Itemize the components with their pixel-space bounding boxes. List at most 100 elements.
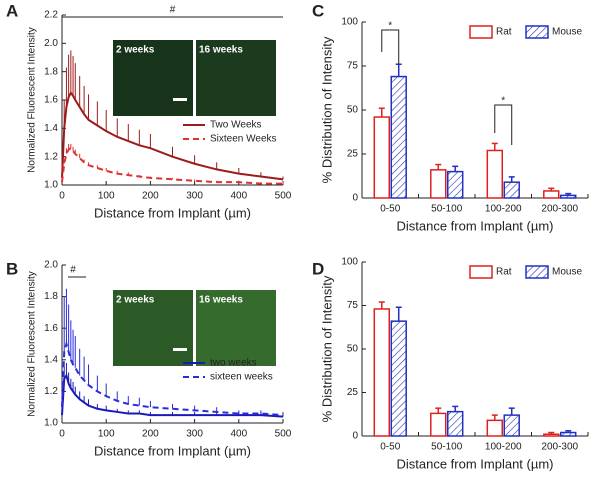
y-tick-label: 1.2 xyxy=(44,151,58,162)
bar xyxy=(390,75,407,199)
y-tick-label: 25 xyxy=(347,149,359,160)
legend-swatch xyxy=(469,25,493,39)
legend-swatch xyxy=(469,265,493,279)
x-tick-label: 100 xyxy=(98,429,115,440)
y-tick-label: 100 xyxy=(341,17,358,28)
x-tick-label: 400 xyxy=(230,191,247,202)
y-tick-label: 1.6 xyxy=(44,323,58,334)
x-tick-label: 0-50 xyxy=(380,204,400,215)
inset-label: 2 weeks xyxy=(116,295,155,306)
line xyxy=(61,340,284,417)
bar xyxy=(373,308,390,437)
x-tick-label: 300 xyxy=(186,191,203,202)
y-tick-label: 75 xyxy=(347,61,359,72)
y-axis-label: Normalized Fluorescent Intensity xyxy=(27,271,38,417)
bar xyxy=(373,116,390,199)
bar xyxy=(560,194,577,199)
y-tick-label: 1.0 xyxy=(44,418,58,429)
x-axis-label: Distance from Implant (µm) xyxy=(94,205,251,220)
legend-label: Sixteen Weeks xyxy=(210,134,277,145)
bar xyxy=(503,414,520,437)
bar xyxy=(390,320,407,437)
y-tick-label: 1.2 xyxy=(44,386,58,397)
y-tick-label: 2.0 xyxy=(44,260,58,271)
y-tick-label: 50 xyxy=(347,344,359,355)
bar xyxy=(503,181,520,199)
bar xyxy=(430,169,447,199)
bar xyxy=(430,412,447,437)
bar xyxy=(447,410,464,437)
legend-swatch xyxy=(525,25,549,39)
x-tick-label: 50-100 xyxy=(431,204,463,215)
x-tick-label: 0 xyxy=(59,191,65,202)
panel-label: D xyxy=(312,259,324,278)
y-tick-label: 0 xyxy=(352,193,358,204)
scale-bar xyxy=(173,98,187,101)
y-tick-label: 100 xyxy=(341,257,358,268)
x-tick-label: 400 xyxy=(230,429,247,440)
legend-label: sixteen weeks xyxy=(210,372,273,383)
y-axis-label: % Distribution of Intensity xyxy=(319,36,334,183)
x-tick-label: 200 xyxy=(142,191,159,202)
y-tick-label: 25 xyxy=(347,387,359,398)
line xyxy=(61,91,284,181)
y-tick-label: 1.4 xyxy=(44,354,58,365)
inset-label: 16 weeks xyxy=(199,45,243,56)
legend-label: Mouse xyxy=(552,27,582,38)
y-tick-label: 1.8 xyxy=(44,291,58,302)
inset-label: 16 weeks xyxy=(199,295,243,306)
y-axis-label: Normalized Fluorescent Intensity xyxy=(27,27,38,173)
legend-swatch xyxy=(525,265,549,279)
x-tick-label: 200-300 xyxy=(541,442,578,453)
y-tick-label: 1.8 xyxy=(44,66,58,77)
micrograph xyxy=(196,40,276,116)
x-tick-label: 500 xyxy=(275,429,292,440)
x-tick-label: 200 xyxy=(142,429,159,440)
bar xyxy=(486,149,503,199)
x-tick-label: 500 xyxy=(275,191,292,202)
legend-label: Mouse xyxy=(552,267,582,278)
significance-bracket xyxy=(381,29,400,64)
inset-label: 2 weeks xyxy=(116,45,155,56)
x-axis-label: Distance from Implant (µm) xyxy=(396,218,553,233)
bar xyxy=(543,190,560,199)
x-tick-label: 0 xyxy=(59,429,65,440)
line xyxy=(61,146,283,185)
scale-bar xyxy=(173,348,187,351)
panel-label: A xyxy=(6,1,18,20)
y-tick-label: 2.2 xyxy=(44,10,58,21)
bar xyxy=(543,433,560,437)
line xyxy=(61,373,284,418)
x-axis-label: Distance from Implant (µm) xyxy=(94,443,251,458)
y-tick-label: 2.0 xyxy=(44,38,58,49)
x-tick-label: 0-50 xyxy=(380,442,400,453)
y-tick-label: 1.6 xyxy=(44,95,58,106)
x-tick-label: 100-200 xyxy=(485,442,522,453)
micrograph xyxy=(196,290,276,366)
y-tick-label: 1.4 xyxy=(44,123,58,134)
panel-label: B xyxy=(6,259,18,278)
x-tick-label: 300 xyxy=(186,429,203,440)
legend-label: two weeks xyxy=(210,358,257,369)
significance-bracket xyxy=(494,104,513,145)
micrograph xyxy=(113,40,193,116)
legend-label: Rat xyxy=(496,267,512,278)
x-tick-label: 100-200 xyxy=(485,204,522,215)
bar xyxy=(486,419,503,437)
x-tick-label: 50-100 xyxy=(431,442,463,453)
annotation: * xyxy=(388,21,392,32)
annotation: # xyxy=(70,265,76,276)
x-tick-label: 200-300 xyxy=(541,204,578,215)
annotation: # xyxy=(170,5,176,16)
annotation: * xyxy=(501,96,505,107)
bar xyxy=(560,431,577,437)
legend-label: Two Weeks xyxy=(210,120,262,131)
x-tick-label: 100 xyxy=(98,191,115,202)
x-axis-label: Distance from Implant (µm) xyxy=(396,456,553,471)
micrograph xyxy=(113,290,193,366)
y-axis-label: % Distribution of Intensity xyxy=(319,275,334,422)
y-tick-label: 1.0 xyxy=(44,180,58,191)
y-tick-label: 75 xyxy=(347,300,359,311)
y-tick-label: 50 xyxy=(347,105,359,116)
